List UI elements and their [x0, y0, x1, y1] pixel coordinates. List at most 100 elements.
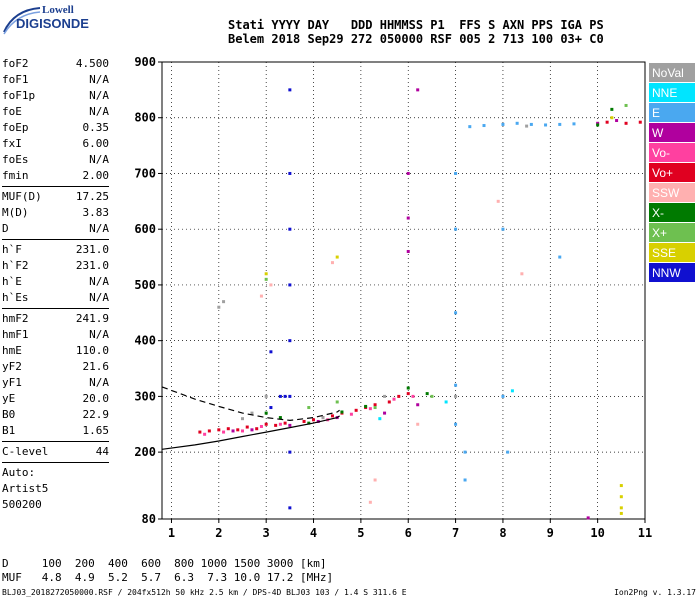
param-row: foF2 4.500	[2, 56, 109, 72]
param-row: foEp 0.35	[2, 120, 109, 136]
data-point	[501, 227, 505, 231]
data-point	[463, 478, 467, 482]
logo-graphic-icon	[3, 7, 41, 35]
param-value: 1.65	[82, 424, 110, 437]
x-tick-label: 3	[263, 526, 270, 540]
data-point	[525, 124, 529, 128]
data-point	[250, 428, 254, 432]
data-point	[454, 394, 458, 398]
data-point	[468, 125, 472, 129]
data-point	[378, 417, 382, 421]
legend-item: SSW	[649, 183, 695, 203]
y-tick-label: 800	[134, 111, 156, 125]
param-row: hmF2 241.9	[2, 311, 109, 327]
param-label: foEp	[2, 121, 29, 134]
param-label: h`Es	[2, 291, 29, 304]
header-line2: Belem 2018 Sep29 272 050000 RSF 005 2 71…	[228, 32, 604, 46]
data-point	[496, 199, 500, 203]
data-point	[615, 119, 619, 123]
param-label: B0	[2, 408, 16, 421]
logo-line1: Lowell	[42, 4, 74, 16]
data-point	[203, 432, 207, 436]
data-point	[406, 216, 410, 220]
param-value: N/A	[89, 275, 109, 288]
data-point	[283, 421, 287, 425]
data-point	[354, 408, 358, 412]
data-point	[411, 394, 415, 398]
polarization-legend: NoVal NNE E W Vo- Vo+ SSW X- X+ SSE NNW	[649, 63, 695, 283]
param-label: foEs	[2, 153, 29, 166]
data-point	[321, 416, 325, 420]
data-point	[586, 516, 590, 520]
data-point	[307, 406, 311, 410]
data-point	[264, 411, 268, 415]
lowell-digisonde-logo: Lowell DIGISONDE	[2, 4, 90, 38]
data-point	[383, 411, 387, 415]
param-value: N/A	[89, 153, 109, 166]
data-point	[392, 397, 396, 401]
y-tick-label: 900	[134, 55, 156, 69]
data-point	[349, 412, 353, 416]
param-row: C-level 44	[2, 444, 109, 460]
file-info: BLJ03_2018272050000.RSF / 204fx512h 50 k…	[2, 588, 407, 597]
param-value: N/A	[89, 89, 109, 102]
data-point	[226, 427, 230, 431]
x-tick-label: 6	[405, 526, 412, 540]
data-point	[364, 404, 368, 408]
x-tick-label: 1	[168, 526, 175, 540]
auto-text: 500200	[2, 498, 42, 511]
data-point	[406, 386, 410, 390]
data-point	[250, 411, 254, 415]
legend-item: NNE	[649, 83, 695, 103]
legend-item: SSE	[649, 243, 695, 263]
data-point	[501, 122, 505, 126]
param-value: 4.500	[75, 57, 109, 70]
data-point	[596, 121, 600, 125]
x-tick-label: 4	[310, 526, 317, 540]
param-label: h`E	[2, 275, 22, 288]
data-point	[406, 392, 410, 396]
legend-item: X-	[649, 203, 695, 223]
auto-text: Auto:	[2, 466, 36, 479]
data-point	[463, 450, 467, 454]
legend-item: NNW	[649, 263, 695, 283]
data-point	[624, 121, 628, 125]
version-label: Ion2Png v. 1.3.17	[614, 588, 696, 597]
param-row: hmE 110.0	[2, 343, 109, 359]
data-point	[373, 403, 377, 407]
param-row: yE 20.0	[2, 391, 109, 407]
param-label: hmE	[2, 344, 22, 357]
param-value: N/A	[89, 222, 109, 235]
param-row: foF1 N/A	[2, 72, 109, 88]
data-point	[605, 120, 609, 124]
param-value: 22.9	[82, 408, 110, 421]
data-point	[269, 350, 273, 354]
param-value: 241.9	[75, 312, 109, 325]
y-tick-label: 80	[142, 512, 156, 526]
data-point	[241, 417, 244, 421]
legend-item: Vo-	[649, 143, 695, 163]
data-point	[302, 419, 306, 423]
param-row: B0 22.9	[2, 407, 109, 423]
data-point	[264, 394, 268, 398]
y-tick-label: 400	[134, 334, 156, 348]
param-value: 44	[95, 445, 109, 458]
y-tick-label: 200	[134, 445, 156, 459]
data-point	[217, 428, 221, 432]
data-point	[278, 416, 282, 420]
data-point	[624, 103, 628, 107]
data-point	[444, 400, 448, 404]
data-point	[259, 424, 263, 428]
param-label: MUF(D)	[2, 190, 42, 203]
legend-item: W	[649, 123, 695, 143]
data-point	[610, 107, 614, 111]
data-point	[288, 227, 292, 231]
profile-dashed-curve	[161, 386, 340, 422]
param-value: N/A	[89, 73, 109, 86]
param-separator	[2, 441, 109, 442]
data-point	[335, 400, 339, 404]
param-label: yF2	[2, 360, 22, 373]
data-point	[406, 171, 410, 175]
param-row: B1 1.65	[2, 423, 109, 439]
